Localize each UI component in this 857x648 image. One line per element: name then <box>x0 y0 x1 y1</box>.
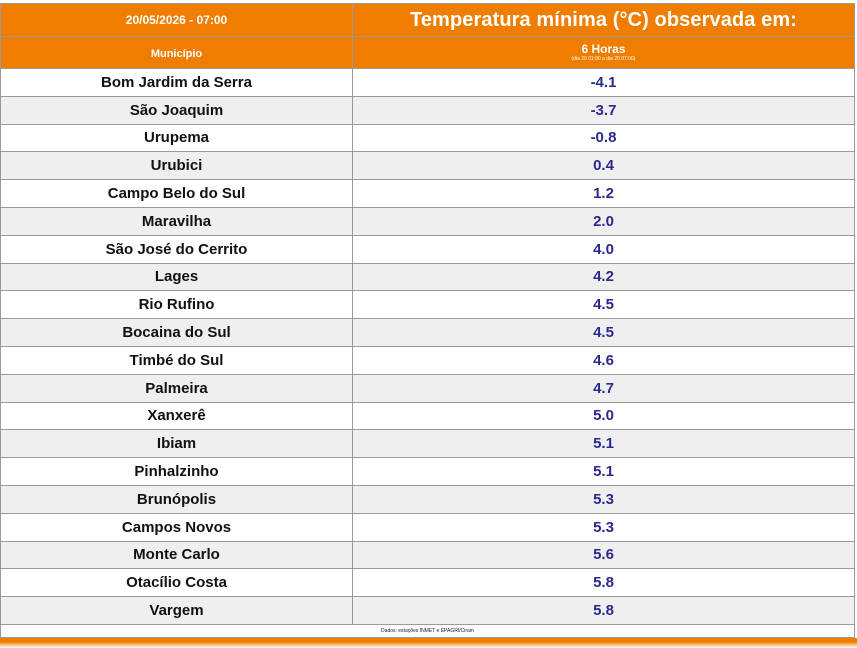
table-row: Ibiam 5.1 <box>0 429 855 459</box>
temperature-value: 5.3 <box>352 512 855 542</box>
temperature-value: -4.1 <box>352 68 855 97</box>
city-name: São José do Cerrito <box>0 234 353 264</box>
city-name: Pinhalzinho <box>0 457 353 486</box>
temperature-value: 4.6 <box>352 345 855 375</box>
table-row: Lages 4.2 <box>0 262 855 292</box>
city-name: Otacílio Costa <box>0 568 353 598</box>
table-row: Palmeira 4.7 <box>0 373 855 403</box>
city-name: Ibiam <box>0 429 353 459</box>
footer-row: Dados: estações INMET e EPAGRI/Ciram <box>0 623 855 638</box>
city-name: Urubici <box>0 151 353 181</box>
table-row: Campos Novos 5.3 <box>0 512 855 542</box>
temperature-value: 4.7 <box>352 373 855 403</box>
temperature-value: 5.1 <box>352 457 855 486</box>
report-title-text: Temperatura mínima (°C) observada em: <box>410 8 797 31</box>
report-datetime-text: 20/05/2026 - 07:00 <box>125 13 228 27</box>
column-header-period: 6 Horas (dia 20 01:00 a dia 20 07:00) <box>352 36 855 69</box>
temperature-value: -3.7 <box>352 95 855 125</box>
temperature-value: 1.2 <box>352 179 855 208</box>
column-header-municipio: Município <box>0 36 353 69</box>
table-row: Vargem 5.8 <box>0 596 855 625</box>
city-name: Monte Carlo <box>0 540 353 570</box>
temperature-value: 4.5 <box>352 290 855 320</box>
report-title: Temperatura mínima (°C) observada em: <box>352 3 855 37</box>
city-name: Lages <box>0 262 353 292</box>
city-name: Rio Rufino <box>0 290 353 320</box>
temperature-value: 5.8 <box>352 596 855 625</box>
temperature-value: 2.0 <box>352 206 855 236</box>
city-name: Timbé do Sul <box>0 345 353 375</box>
city-name: Xanxerê <box>0 401 353 431</box>
temperature-value: -0.8 <box>352 123 855 153</box>
temperature-value: 5.6 <box>352 540 855 570</box>
table-row: Urubici 0.4 <box>0 151 855 181</box>
city-name: Bocaina do Sul <box>0 318 353 347</box>
table-body: Bom Jardim da Serra -4.1 São Joaquim -3.7 Ur… <box>0 68 855 625</box>
temperature-value: 5.3 <box>352 484 855 514</box>
temperature-value: 0.4 <box>352 151 855 181</box>
table-row: Xanxerê 5.0 <box>0 401 855 431</box>
table-row: Bom Jardim da Serra -4.1 <box>0 68 855 97</box>
column-header-period-text: 6 Horas <box>581 41 626 56</box>
city-name: Campo Belo do Sul <box>0 179 353 208</box>
city-name: Maravilha <box>0 206 353 236</box>
city-name: Campos Novos <box>0 512 353 542</box>
table-row: Brunópolis 5.3 <box>0 484 855 514</box>
temperature-value: 4.5 <box>352 318 855 347</box>
header-row: 20/05/2026 - 07:00 Temperatura mínima (°… <box>0 3 855 37</box>
column-header-row: Município 6 Horas (dia 20 01:00 a dia 20… <box>0 36 855 69</box>
temperature-table: 20/05/2026 - 07:00 Temperatura mínima (°… <box>0 3 855 638</box>
city-name: Bom Jardim da Serra <box>0 68 353 97</box>
table-row: São Joaquim -3.7 <box>0 95 855 125</box>
column-header-municipio-text: Município <box>150 47 203 60</box>
temperature-value: 5.0 <box>352 401 855 431</box>
table-row: Otacílio Costa 5.8 <box>0 568 855 598</box>
table-row: Urupema -0.8 <box>0 123 855 153</box>
table-row: Rio Rufino 4.5 <box>0 290 855 320</box>
city-name: Vargem <box>0 596 353 625</box>
table-row: Monte Carlo 5.6 <box>0 540 855 570</box>
table-row: Pinhalzinho 5.1 <box>0 457 855 486</box>
table-row: Maravilha 2.0 <box>0 206 855 236</box>
data-source-note: Dados: estações INMET e EPAGRI/Ciram <box>0 623 855 638</box>
bottom-accent-bar <box>0 638 857 648</box>
column-header-period-range: (dia 20 01:00 a dia 20 07:00) <box>571 55 636 62</box>
temperature-value: 5.8 <box>352 568 855 598</box>
table-row: Timbé do Sul 4.6 <box>0 345 855 375</box>
temperature-value: 5.1 <box>352 429 855 459</box>
city-name: São Joaquim <box>0 95 353 125</box>
temperature-value: 4.0 <box>352 234 855 264</box>
report-datetime: 20/05/2026 - 07:00 <box>0 3 353 37</box>
city-name: Palmeira <box>0 373 353 403</box>
city-name: Brunópolis <box>0 484 353 514</box>
table-row: São José do Cerrito 4.0 <box>0 234 855 264</box>
table-row: Bocaina do Sul 4.5 <box>0 318 855 347</box>
table-row: Campo Belo do Sul 1.2 <box>0 179 855 208</box>
temperature-value: 4.2 <box>352 262 855 292</box>
city-name: Urupema <box>0 123 353 153</box>
